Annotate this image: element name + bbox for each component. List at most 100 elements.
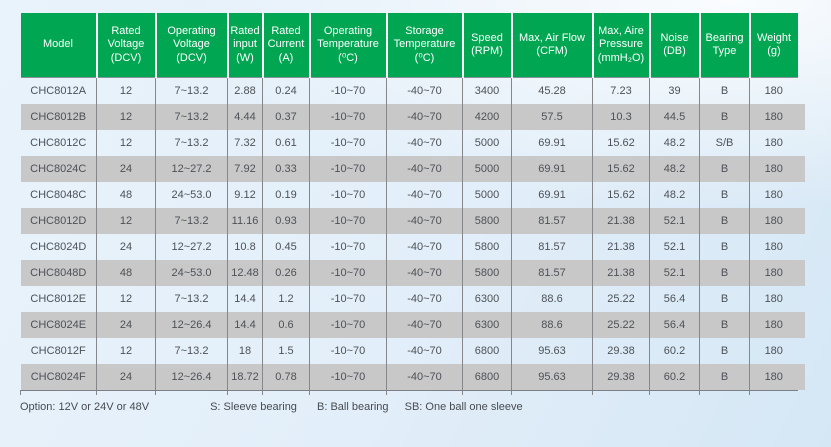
cell-operating_voltage: 7~13.2 <box>155 77 228 104</box>
cell-noise: 56.4 <box>649 312 700 338</box>
cell-model: CHC8024E <box>20 312 97 338</box>
cell-speed: 6300 <box>462 312 512 338</box>
cell-operating_voltage: 7~13.2 <box>155 104 228 130</box>
cell-operating_temp: -10~70 <box>309 338 387 364</box>
cell-weight: 180 <box>749 234 798 260</box>
cell-max_air_pressure: 21.38 <box>592 208 650 234</box>
cell-speed: 6800 <box>462 338 512 364</box>
column-tick <box>96 390 156 395</box>
cell-max_air_pressure: 15.62 <box>592 182 650 208</box>
column-header-max_air_pressure: Max, Aire Pressure (mmH₂O) <box>591 13 650 78</box>
cell-storage_temp: -40~70 <box>386 77 463 104</box>
fan-spec-table: Model Rated Voltage (DCV) Operating Voltag… <box>20 13 805 395</box>
cell-operating_temp: -10~70 <box>309 182 387 208</box>
cell-rated_input: 12.48 <box>227 260 263 286</box>
cell-model: CHC8048D <box>20 260 97 286</box>
cell-max_air_pressure: 15.62 <box>592 156 650 182</box>
cell-weight: 180 <box>749 182 798 208</box>
cell-bearing_type: B <box>699 182 750 208</box>
cell-rated_voltage: 48 <box>96 182 156 208</box>
cell-rated_voltage: 12 <box>96 208 156 234</box>
table-header: Model Rated Voltage (DCV) Operating Voltag… <box>20 13 798 78</box>
cell-rated_input: 4.44 <box>227 104 263 130</box>
column-tick <box>155 390 228 395</box>
cell-rated_voltage: 24 <box>96 312 156 338</box>
cell-operating_voltage: 7~13.2 <box>155 338 228 364</box>
column-header-rated_voltage: Rated Voltage (DCV) <box>95 13 156 78</box>
cell-rated_current: 0.33 <box>262 156 310 182</box>
cell-weight: 180 <box>749 104 805 130</box>
column-tick <box>386 390 463 395</box>
table-row: CHC8012C 12 7~13.2 7.32 0.61 -10~70 -40~70 5000… <box>21 130 798 156</box>
column-tick <box>699 390 750 395</box>
cell-noise: 52.1 <box>649 260 700 286</box>
cell-max_air_pressure: 25.22 <box>592 286 650 312</box>
tick-row <box>20 390 798 395</box>
cell-operating_temp: -10~70 <box>309 364 387 391</box>
column-tick <box>227 390 263 395</box>
cell-operating_temp: -10~70 <box>309 104 387 130</box>
cell-operating_temp: -10~70 <box>309 234 387 260</box>
cell-storage_temp: -40~70 <box>386 156 463 182</box>
column-tick <box>462 390 512 395</box>
legend-ball-bearing: B: Ball bearing <box>317 401 389 413</box>
cell-rated_voltage: 12 <box>96 77 156 104</box>
cell-speed: 4200 <box>462 104 512 130</box>
column-tick <box>749 390 798 395</box>
cell-operating_voltage: 7~13.2 <box>155 130 228 156</box>
cell-model: CHC8012A <box>30 85 87 97</box>
cell-rated_voltage: 12 <box>96 286 156 312</box>
cell-storage_temp: -40~70 <box>386 364 463 391</box>
cell-model: CHC8012E <box>30 293 87 305</box>
cell-max_air_flow: 45.28 <box>511 77 593 104</box>
cell-rated_voltage: 48 <box>96 260 156 286</box>
cell-storage_temp: -40~70 <box>386 312 463 338</box>
cell-rated_input: 18 <box>227 338 263 364</box>
cell-weight: 180 <box>749 286 798 312</box>
cell-noise: 52.1 <box>649 208 700 234</box>
cell-max_air_pressure: 29.38 <box>592 338 650 364</box>
cell-speed: 5800 <box>462 260 512 286</box>
cell-noise: 44.5 <box>649 104 700 130</box>
cell-operating_temp: -10~70 <box>309 208 387 234</box>
cell-speed: 3400 <box>462 77 512 104</box>
column-header-operating_voltage: Operating Voltage (DCV) <box>154 13 228 78</box>
cell-rated_input: 7.32 <box>227 130 263 156</box>
table-footnotes: Option: 12V or 24V or 48V S: Sleeve bear… <box>20 401 810 413</box>
cell-noise: 39 <box>649 77 700 104</box>
cell-speed: 6800 <box>462 364 512 391</box>
cell-rated_current: 0.61 <box>262 130 310 156</box>
cell-rated_current: 1.5 <box>262 338 310 364</box>
cell-max_air_pressure: 21.38 <box>592 260 650 286</box>
column-header-rated_input: Rated input (W) <box>226 13 263 78</box>
cell-rated_current: 0.37 <box>262 104 310 130</box>
cell-operating_voltage: 12~26.4 <box>155 312 228 338</box>
table-row: CHC8024C 24 12~27.2 7.92 0.33 -10~70 -40~70 500… <box>20 156 805 182</box>
cell-rated_voltage: 24 <box>96 156 156 182</box>
cell-rated_input: 2.88 <box>227 77 263 104</box>
table-row: CHC8012E 12 7~13.2 14.4 1.2 -10~70 -40~70 6300 8… <box>21 286 798 312</box>
cell-rated_voltage: 24 <box>96 364 156 391</box>
cell-bearing_type: B <box>699 156 750 182</box>
cell-operating_voltage: 12~27.2 <box>155 156 228 182</box>
cell-model: CHC8024C <box>20 156 97 182</box>
cell-max_air_flow: 69.91 <box>511 130 593 156</box>
cell-bearing_type: B <box>699 286 750 312</box>
column-header-max_air_flow: Max, Air Flow (CFM) <box>510 13 593 78</box>
column-tick <box>309 390 387 395</box>
column-header-storage_temp: Storage Temperature (⁰C) <box>385 13 463 78</box>
cell-rated_current: 0.78 <box>262 364 310 391</box>
cell-rated_voltage: 12 <box>96 130 156 156</box>
cell-model: CHC8012C <box>30 137 87 149</box>
cell-operating_temp: -10~70 <box>309 130 387 156</box>
cell-bearing_type: B <box>699 312 750 338</box>
cell-operating_voltage: 7~13.2 <box>155 286 228 312</box>
cell-model: CHC8012F <box>30 345 86 357</box>
cell-operating_voltage: 12~26.4 <box>155 364 228 391</box>
cell-speed: 5000 <box>462 130 512 156</box>
cell-weight: 180 <box>749 156 805 182</box>
cell-weight: 180 <box>749 338 798 364</box>
cell-speed: 5800 <box>462 234 512 260</box>
column-header-speed: Speed (RPM) <box>461 13 512 78</box>
table-row: CHC8024D 24 12~27.2 10.8 0.45 -10~70 -40~70 580… <box>21 234 798 260</box>
